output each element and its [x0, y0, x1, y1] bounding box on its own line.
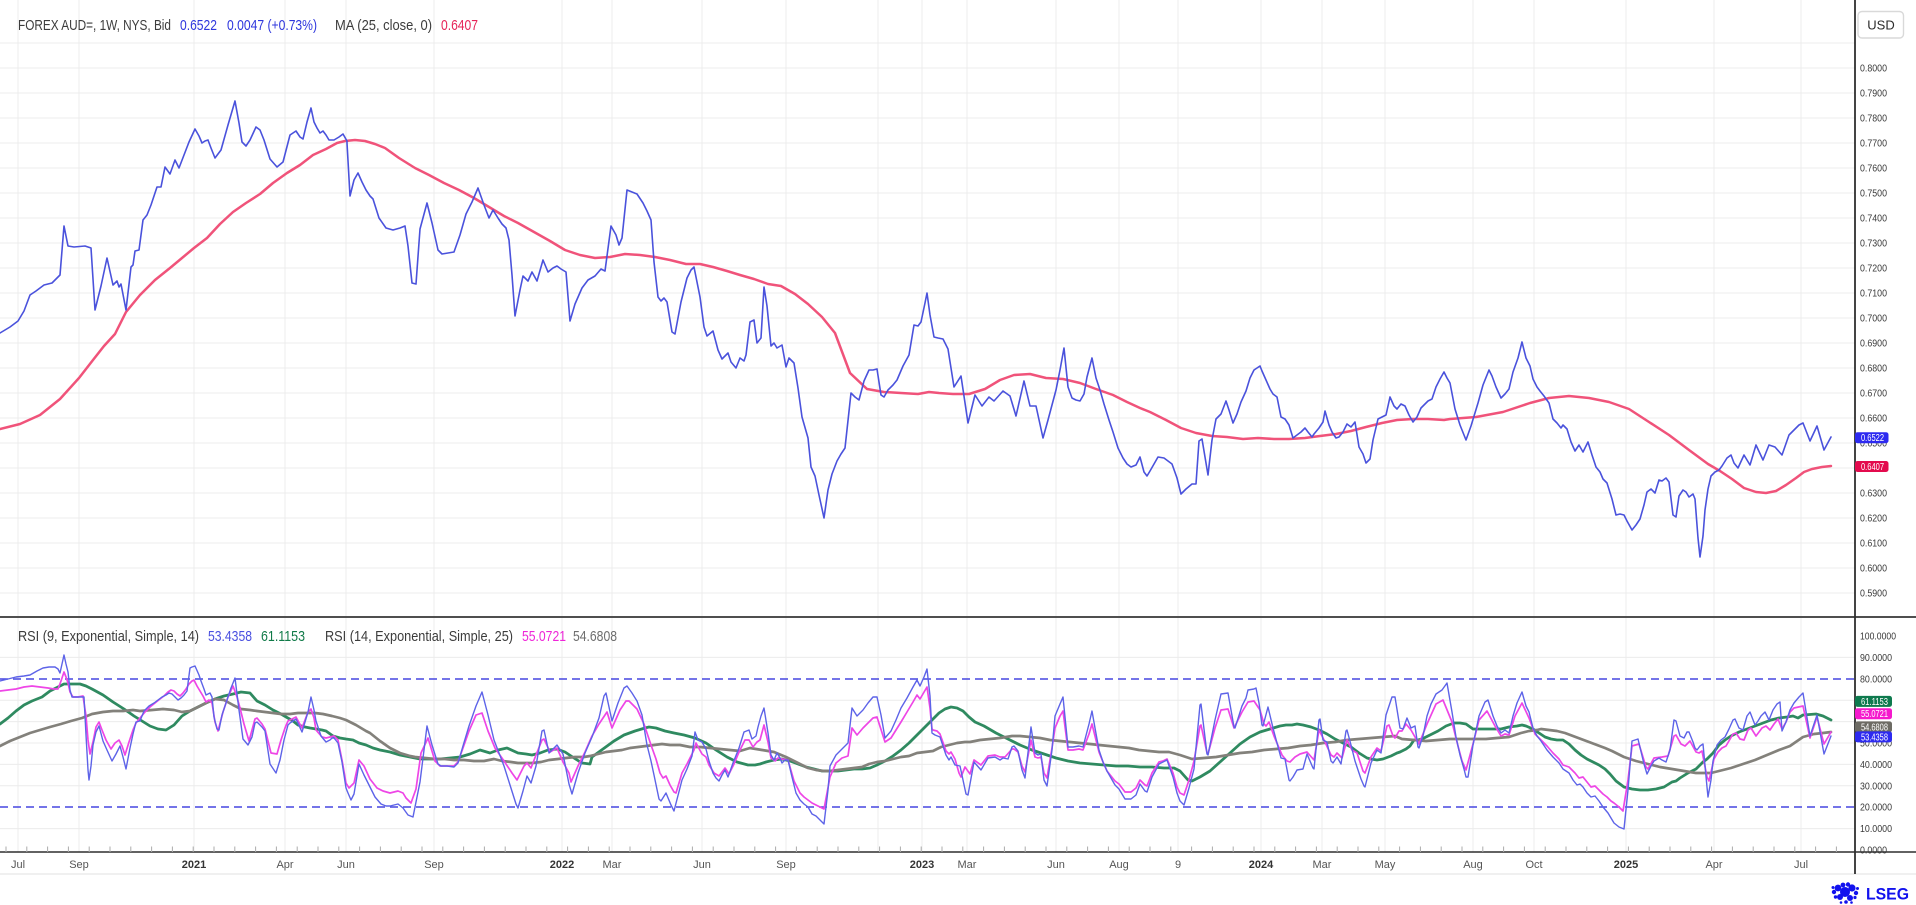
svg-text:0.7100: 0.7100	[1860, 289, 1887, 300]
svg-text:Apr: Apr	[1705, 859, 1722, 871]
svg-text:0.7200: 0.7200	[1860, 264, 1887, 275]
svg-text:0.6900: 0.6900	[1860, 339, 1887, 350]
svg-text:0.6100: 0.6100	[1860, 539, 1887, 550]
svg-text:0.6600: 0.6600	[1860, 414, 1887, 425]
svg-text:0.6407: 0.6407	[441, 17, 478, 34]
svg-text:0.6300: 0.6300	[1860, 489, 1887, 500]
svg-text:0.0047 (+0.73%): 0.0047 (+0.73%)	[227, 17, 317, 34]
svg-text:55.0721: 55.0721	[1861, 709, 1888, 720]
svg-text:0.6700: 0.6700	[1860, 389, 1887, 400]
svg-text:2023: 2023	[910, 859, 934, 871]
svg-text:53.4358: 53.4358	[208, 628, 252, 645]
svg-text:0.7700: 0.7700	[1860, 139, 1887, 150]
svg-text:Sep: Sep	[69, 859, 89, 871]
svg-text:Oct: Oct	[1525, 859, 1542, 871]
svg-text:100.0000: 100.0000	[1860, 632, 1896, 643]
svg-text:54.6808: 54.6808	[1861, 722, 1888, 733]
svg-text:80.0000: 80.0000	[1860, 674, 1892, 685]
svg-text:RSI (14, Exponential, Simple,: RSI (14, Exponential, Simple, 25)	[325, 628, 513, 645]
svg-text:61.1153: 61.1153	[261, 628, 305, 645]
svg-text:Aug: Aug	[1463, 859, 1483, 871]
svg-text:30.0000: 30.0000	[1860, 781, 1892, 792]
svg-text:Jun: Jun	[337, 859, 355, 871]
svg-text:0.7500: 0.7500	[1860, 189, 1887, 200]
svg-text:10.0000: 10.0000	[1860, 824, 1892, 835]
svg-text:Mar: Mar	[958, 859, 977, 871]
svg-text:55.0721: 55.0721	[522, 628, 566, 645]
svg-text:0.7900: 0.7900	[1860, 89, 1887, 100]
svg-text:May: May	[1375, 859, 1396, 871]
svg-text:0.0000: 0.0000	[1860, 846, 1887, 857]
svg-text:0.6500: 0.6500	[1860, 439, 1887, 450]
svg-text:Mar: Mar	[603, 859, 622, 871]
svg-text:RSI (9, Exponential, Simple, 1: RSI (9, Exponential, Simple, 14)	[18, 628, 199, 645]
svg-text:MA (25, close, 0): MA (25, close, 0)	[335, 17, 432, 34]
svg-text:61.1153: 61.1153	[1861, 697, 1888, 708]
svg-text:0.6800: 0.6800	[1860, 364, 1887, 375]
svg-text:0.8000: 0.8000	[1860, 64, 1887, 75]
svg-text:Apr: Apr	[276, 859, 293, 871]
svg-text:LSEG: LSEG	[1866, 885, 1909, 904]
svg-text:Jun: Jun	[1047, 859, 1065, 871]
svg-text:54.6808: 54.6808	[573, 628, 617, 645]
svg-text:40.0000: 40.0000	[1860, 760, 1892, 771]
svg-text:2024: 2024	[1249, 859, 1274, 871]
svg-text:Jul: Jul	[11, 859, 25, 871]
svg-text:2021: 2021	[182, 859, 206, 871]
svg-text:0.5900: 0.5900	[1860, 589, 1887, 600]
svg-text:53.4358: 53.4358	[1861, 732, 1888, 743]
svg-text:2022: 2022	[550, 859, 574, 871]
svg-text:0.7600: 0.7600	[1860, 164, 1887, 175]
svg-text:20.0000: 20.0000	[1860, 803, 1892, 814]
svg-text:0.6522: 0.6522	[180, 17, 217, 34]
svg-text:0.6000: 0.6000	[1860, 564, 1887, 575]
svg-text:0.7800: 0.7800	[1860, 114, 1887, 125]
svg-text:FOREX AUD=, 1W, NYS, Bid: FOREX AUD=, 1W, NYS, Bid	[18, 17, 171, 34]
svg-text:USD: USD	[1867, 18, 1894, 33]
svg-text:Mar: Mar	[1313, 859, 1332, 871]
svg-text:Aug: Aug	[1109, 859, 1129, 871]
svg-text:0.6407: 0.6407	[1861, 462, 1884, 473]
svg-text:Jul: Jul	[1794, 859, 1808, 871]
svg-text:Jun: Jun	[693, 859, 711, 871]
svg-text:Sep: Sep	[424, 859, 444, 871]
svg-text:0.7000: 0.7000	[1860, 314, 1887, 325]
svg-text:0.7300: 0.7300	[1860, 239, 1887, 250]
svg-text:0.6200: 0.6200	[1860, 514, 1887, 525]
svg-text:0.7400: 0.7400	[1860, 214, 1887, 225]
svg-text:2025: 2025	[1614, 859, 1638, 871]
svg-text:9: 9	[1175, 859, 1181, 871]
svg-text:Sep: Sep	[776, 859, 796, 871]
svg-text:50.0000: 50.0000	[1860, 739, 1892, 750]
svg-text:0.6522: 0.6522	[1861, 433, 1884, 444]
svg-text:90.0000: 90.0000	[1860, 653, 1892, 664]
